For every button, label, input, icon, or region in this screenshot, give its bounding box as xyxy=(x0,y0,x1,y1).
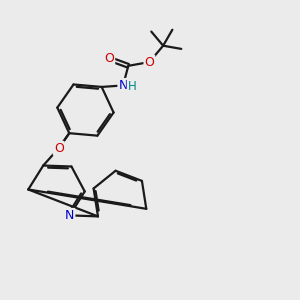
Text: N: N xyxy=(65,209,74,222)
Text: O: O xyxy=(145,56,154,69)
Text: O: O xyxy=(104,52,114,65)
Text: O: O xyxy=(54,142,64,155)
Text: N: N xyxy=(118,79,128,92)
Text: H: H xyxy=(128,80,136,93)
